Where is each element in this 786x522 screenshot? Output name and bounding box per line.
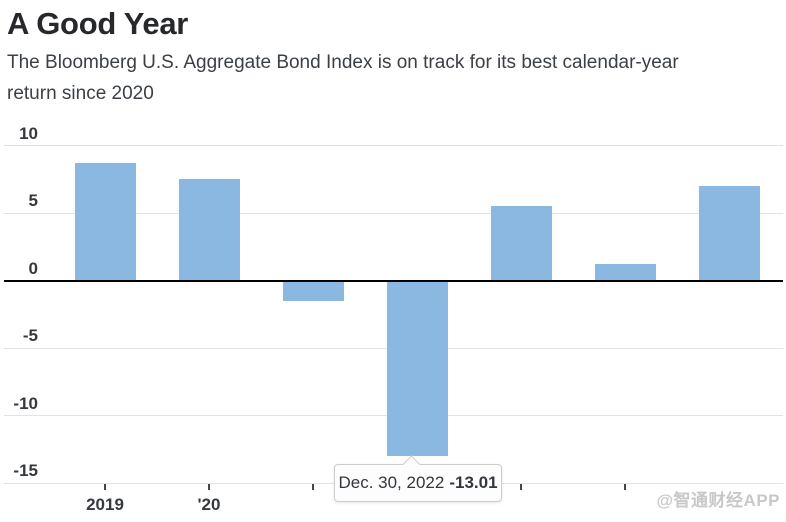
bar-2025[interactable] [698,186,760,281]
x-axis-tick-2019 [104,484,106,490]
y-axis-label-0: 0 [28,258,38,278]
x-axis-label-2019: 2019 [86,495,124,514]
x-axis-label-2020: '20 [197,495,221,514]
x-axis-tick-2021 [312,484,314,490]
bar-2023[interactable] [490,205,552,281]
zero-axis-line [4,279,783,282]
bar-2024[interactable] [594,263,656,281]
tooltip-date: Dec. 30, 2022 [338,473,445,492]
y-axis-label--15: -15 [13,461,38,480]
chart-subtitle-line-2: return since 2020 [7,83,154,104]
tooltip: Dec. 30, 2022 -13.01 [334,455,502,502]
gridline-10 [4,145,783,146]
x-axis-tick-2024 [624,484,626,490]
tooltip-value: -13.01 [449,473,498,492]
gridline-5 [4,212,783,214]
y-axis-label--5: -5 [22,326,38,345]
y-axis-label--10: -10 [13,393,38,413]
chart-subtitle-line-1: The Bloomberg U.S. Aggregate Bond Index … [7,52,679,73]
y-axis-label-5: 5 [28,191,38,210]
bar-2019[interactable] [74,162,136,281]
x-axis-tick-2020 [208,484,210,490]
y-axis-label-10: 10 [19,123,38,143]
x-axis-tick-2023 [520,484,522,490]
bar-2022[interactable] [386,280,448,457]
watermark: @智通财经APP [656,491,780,510]
bar-2020[interactable] [178,179,240,281]
chart-title: A Good Year [7,6,189,41]
bar-2021[interactable] [282,280,344,302]
